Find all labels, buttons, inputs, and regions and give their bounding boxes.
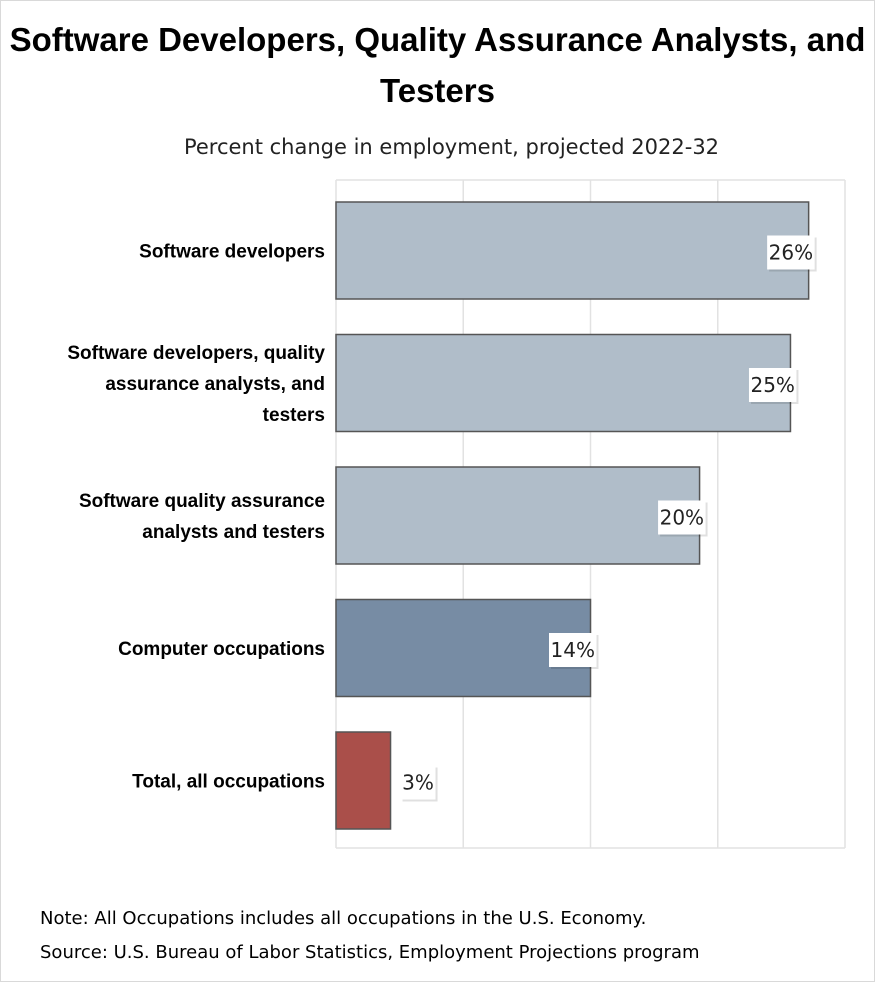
value-label-box <box>748 368 797 402</box>
category-label: Software developers, quality assurance an… <box>67 343 325 426</box>
bar <box>335 333 792 433</box>
value-label-box <box>767 235 815 270</box>
value-label-text: 26% <box>769 241 813 265</box>
value-label-text: 3% <box>402 771 434 795</box>
bar <box>335 201 810 300</box>
value-label-text: 25% <box>750 373 794 397</box>
value-label: 26% <box>767 235 817 272</box>
bar-chart: Software developers 26% Software developer… <box>67 179 846 849</box>
category-label: Software developers <box>139 242 325 263</box>
value-label: 25% <box>748 368 799 404</box>
category-label: Total, all occupations <box>132 772 325 793</box>
category-label: Computer occupations <box>118 639 325 660</box>
value-label: 20% <box>658 500 708 537</box>
value-label: 3% <box>400 765 438 802</box>
value-label: 14% <box>549 633 599 669</box>
value-label-box <box>549 633 597 667</box>
value-label-text: 20% <box>660 506 704 530</box>
bar <box>335 466 701 565</box>
note-text: Note: All Occupations includes all occup… <box>40 908 647 929</box>
source-text: Source: U.S. Bureau of Labor Statistics,… <box>40 942 700 963</box>
value-label-box <box>400 765 436 800</box>
value-label-box <box>658 500 706 535</box>
chart-title: Software Developers, Quality Assurance A… <box>9 21 866 109</box>
category-label: Software quality assurance analysts and t… <box>79 491 325 543</box>
chart-subtitle: Percent change in employment, projected … <box>183 135 720 159</box>
bar <box>335 731 392 830</box>
value-label-text: 14% <box>551 638 595 662</box>
